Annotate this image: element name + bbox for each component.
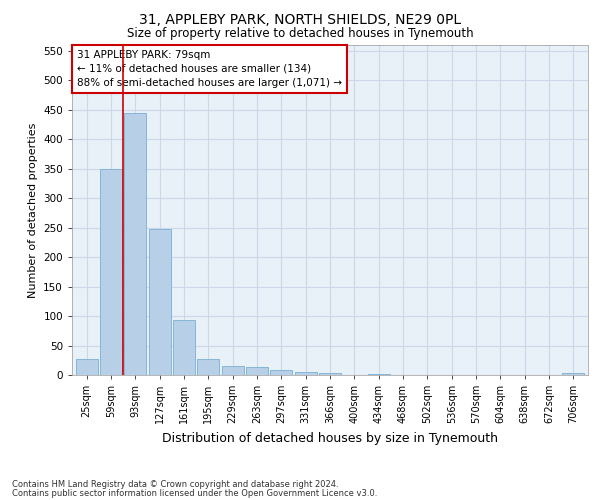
Bar [221,366,244,375]
Bar [246,368,268,375]
Bar [562,372,584,375]
Text: 31, APPLEBY PARK, NORTH SHIELDS, NE29 0PL: 31, APPLEBY PARK, NORTH SHIELDS, NE29 0P… [139,12,461,26]
Bar [271,370,292,375]
Bar [100,169,122,375]
Text: Contains public sector information licensed under the Open Government Licence v3: Contains public sector information licen… [12,488,377,498]
Bar [368,374,389,375]
Bar [124,113,146,375]
Bar [76,358,98,375]
Bar [173,320,195,375]
Bar [295,372,317,375]
Text: 31 APPLEBY PARK: 79sqm
← 11% of detached houses are smaller (134)
88% of semi-de: 31 APPLEBY PARK: 79sqm ← 11% of detached… [77,50,342,88]
Bar [319,373,341,375]
Y-axis label: Number of detached properties: Number of detached properties [28,122,38,298]
Text: Size of property relative to detached houses in Tynemouth: Size of property relative to detached ho… [127,28,473,40]
X-axis label: Distribution of detached houses by size in Tynemouth: Distribution of detached houses by size … [162,432,498,444]
Text: Contains HM Land Registry data © Crown copyright and database right 2024.: Contains HM Land Registry data © Crown c… [12,480,338,489]
Bar [197,359,219,375]
Bar [149,229,170,375]
